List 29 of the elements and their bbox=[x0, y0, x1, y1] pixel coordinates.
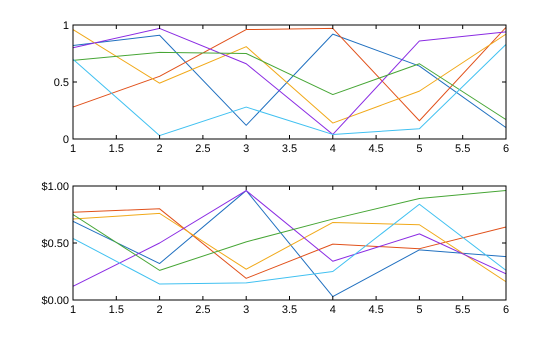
x-tick-label: 3.5 bbox=[282, 143, 298, 155]
y-tick-label: $1.00 bbox=[41, 181, 69, 193]
x-tick-label: 5 bbox=[416, 143, 422, 155]
x-tick-label: 5.5 bbox=[455, 304, 470, 316]
x-tick-label: 5 bbox=[416, 304, 422, 316]
line-series bbox=[72, 44, 506, 136]
y-tick-label: 0 bbox=[62, 134, 69, 146]
y-tick-label: $0.50 bbox=[41, 238, 69, 250]
x-tick-label: 3 bbox=[243, 143, 250, 155]
x-tick-label: 4.5 bbox=[368, 143, 384, 155]
x-tick-label: 2 bbox=[156, 143, 163, 155]
x-tick-label: 1.5 bbox=[108, 143, 124, 155]
x-tick-label: 3 bbox=[243, 304, 250, 316]
x-tick-label: 4 bbox=[330, 143, 336, 155]
x-tick-label: 4.5 bbox=[368, 304, 384, 316]
line-series bbox=[72, 52, 506, 120]
line-series bbox=[72, 190, 506, 271]
x-tick-label: 2 bbox=[156, 304, 163, 316]
x-tick-label: 4 bbox=[330, 304, 336, 316]
y-tick-label: 0.5 bbox=[54, 77, 69, 89]
x-tick-label: 5.5 bbox=[455, 143, 470, 155]
x-tick-label: 6 bbox=[502, 304, 510, 316]
x-tick-label: 3.5 bbox=[282, 304, 298, 316]
x-tick-label: 6 bbox=[502, 143, 510, 155]
x-tick-label: 2.5 bbox=[195, 143, 211, 155]
x-tick-label: 2.5 bbox=[195, 304, 211, 316]
x-tick-label: 1.5 bbox=[108, 304, 124, 316]
y-tick-label: $0.00 bbox=[41, 295, 69, 307]
y-tick-label: 1 bbox=[62, 20, 69, 32]
